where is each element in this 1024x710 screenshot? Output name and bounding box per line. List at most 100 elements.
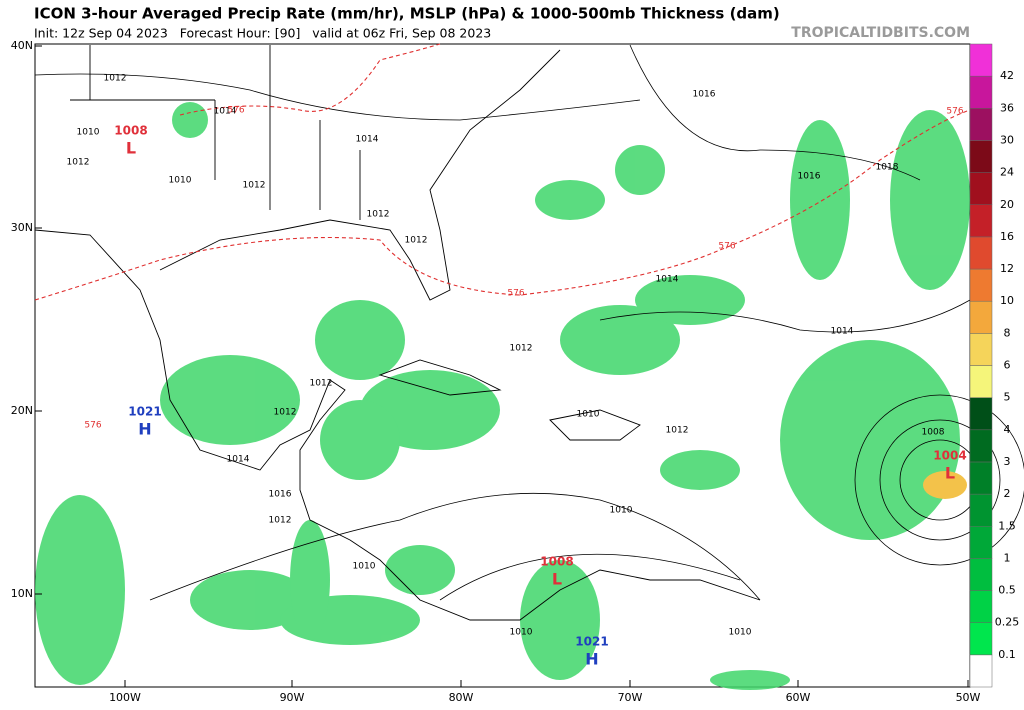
- colorbar-swatch: [969, 75, 993, 109]
- isobar-label: 1012: [104, 74, 127, 84]
- lon-label: 100W: [109, 691, 141, 704]
- colorbar-swatch: [969, 333, 993, 366]
- colorbar-swatch: [969, 590, 993, 623]
- pressure-center-letter: L: [945, 464, 955, 483]
- isobar-label: 1014: [227, 455, 250, 465]
- colorbar-swatch: [969, 43, 993, 77]
- colorbar-swatch: [969, 558, 993, 591]
- isobar-label: 1016: [798, 172, 821, 182]
- thickness-label: 576: [227, 106, 244, 116]
- colorbar-swatch: [969, 461, 993, 495]
- colorbar-swatch: [969, 654, 993, 688]
- colorbar-swatch: [969, 493, 993, 527]
- pressure-center-letter: L: [126, 139, 136, 158]
- precip: [35, 102, 970, 690]
- isobar-label: 1018: [876, 163, 899, 173]
- colorbar-label: 6: [1004, 359, 1011, 372]
- colorbar-label: 4: [1004, 423, 1011, 436]
- colorbar-swatch: [969, 365, 993, 398]
- isobar-label: 1010: [510, 628, 533, 638]
- title: ICON 3-hour Averaged Precip Rate (mm/hr)…: [34, 5, 780, 23]
- pressure-center-letter: L: [552, 570, 562, 589]
- isobar-label: 1014: [356, 135, 379, 145]
- colorbar-label: 20: [1000, 198, 1014, 211]
- isobar-label: 1012: [367, 210, 390, 220]
- pressure-center-value: 1021: [128, 405, 161, 419]
- core-precip: [923, 471, 967, 499]
- thickness-label: 576: [718, 242, 735, 252]
- isobar-label: 1010: [353, 562, 376, 572]
- colorbar-label: 8: [1004, 326, 1011, 339]
- thickness-576: [34, 43, 971, 301]
- isobar-label: 1016: [693, 90, 716, 100]
- isobar-label: 1012: [274, 408, 297, 418]
- coastlines: [34, 45, 761, 621]
- isobars: [34, 44, 1024, 601]
- isobar-label: 1012: [666, 426, 689, 436]
- colorbar-label: 36: [1000, 101, 1014, 114]
- thickness-label: 576: [507, 289, 524, 299]
- lat-label: 20N: [11, 404, 33, 417]
- lon-label: 80W: [449, 691, 474, 704]
- colorbar-swatch: [969, 622, 993, 656]
- colorbar-label: 42: [1000, 69, 1014, 82]
- isobar-label: 1014: [656, 275, 679, 285]
- lon-label: 50W: [956, 691, 981, 704]
- colorbar-label: 0.1: [998, 648, 1016, 661]
- isobar-label: 1010: [577, 410, 600, 420]
- colorbar-swatch: [969, 140, 993, 173]
- pressure-center-value: 1008: [540, 555, 573, 569]
- pressure-center-value: 1004: [933, 449, 966, 463]
- isobar-label: 1014: [831, 327, 854, 337]
- isobar-label: 1010: [169, 176, 192, 186]
- colorbar-swatch: [969, 429, 993, 463]
- colorbar-swatch: [969, 236, 993, 270]
- colorbar-label: 12: [1000, 262, 1014, 275]
- colorbar-label: 5: [1004, 391, 1011, 404]
- isobar-label: 1012: [269, 516, 292, 526]
- subtitle: Init: 12z Sep 04 2023 Forecast Hour: [90…: [34, 26, 491, 41]
- thickness-label: 576: [84, 421, 101, 431]
- colorbar-label: 2: [1004, 487, 1011, 500]
- lat-label: 40N: [11, 39, 33, 52]
- colorbar-label: 0.5: [998, 584, 1016, 597]
- isobar-label: 1010: [729, 628, 752, 638]
- lon-label: 70W: [618, 691, 643, 704]
- isobar-label: 1012: [67, 158, 90, 168]
- colorbar-label: 30: [1000, 133, 1014, 146]
- pressure-center-value: 1021: [575, 635, 608, 649]
- isobar-label: 1012: [405, 236, 428, 246]
- colorbar-swatch: [969, 526, 993, 559]
- credit: TROPICALTIDBITS.COM: [791, 25, 970, 41]
- colorbar-swatch: [969, 204, 993, 238]
- lat-label: 30N: [11, 221, 33, 234]
- colorbar-swatch: [969, 172, 993, 206]
- isobar-label: 1010: [77, 128, 100, 138]
- colorbar-swatch: [969, 300, 993, 334]
- colorbar-label: 3: [1004, 455, 1011, 468]
- colorbar-swatch: [969, 268, 993, 302]
- map: [34, 43, 1024, 690]
- isobar-label: 1012: [310, 379, 333, 389]
- isobar-label: 1012: [510, 344, 533, 354]
- isobar-label: 1016: [269, 490, 292, 500]
- colorbar-swatch: [969, 108, 993, 141]
- pressure-center-letter: H: [138, 420, 151, 439]
- pressure-center-letter: H: [585, 650, 598, 669]
- colorbar-label: 1.5: [998, 519, 1016, 532]
- isobar-label: 1014: [214, 107, 237, 117]
- colorbar-label: 24: [1000, 166, 1014, 179]
- colorbar-label: 0.25: [995, 616, 1020, 629]
- colorbar-label: 1: [1004, 551, 1011, 564]
- isobar-label: 1012: [243, 181, 266, 191]
- lon-label: 60W: [786, 691, 811, 704]
- lon-label: 90W: [280, 691, 305, 704]
- colorbar-label: 16: [1000, 230, 1014, 243]
- thickness-label: 576: [946, 107, 963, 117]
- isobar-label: 1010: [610, 506, 633, 516]
- colorbar-label: 10: [1000, 294, 1014, 307]
- lat-label: 10N: [11, 587, 33, 600]
- colorbar-swatch: [969, 397, 993, 431]
- colorbar: 0.1 0.25 0.5 1 1.5 2 3 4 5 6 8 10 12 16 20 24 30 36 42: [969, 43, 1020, 688]
